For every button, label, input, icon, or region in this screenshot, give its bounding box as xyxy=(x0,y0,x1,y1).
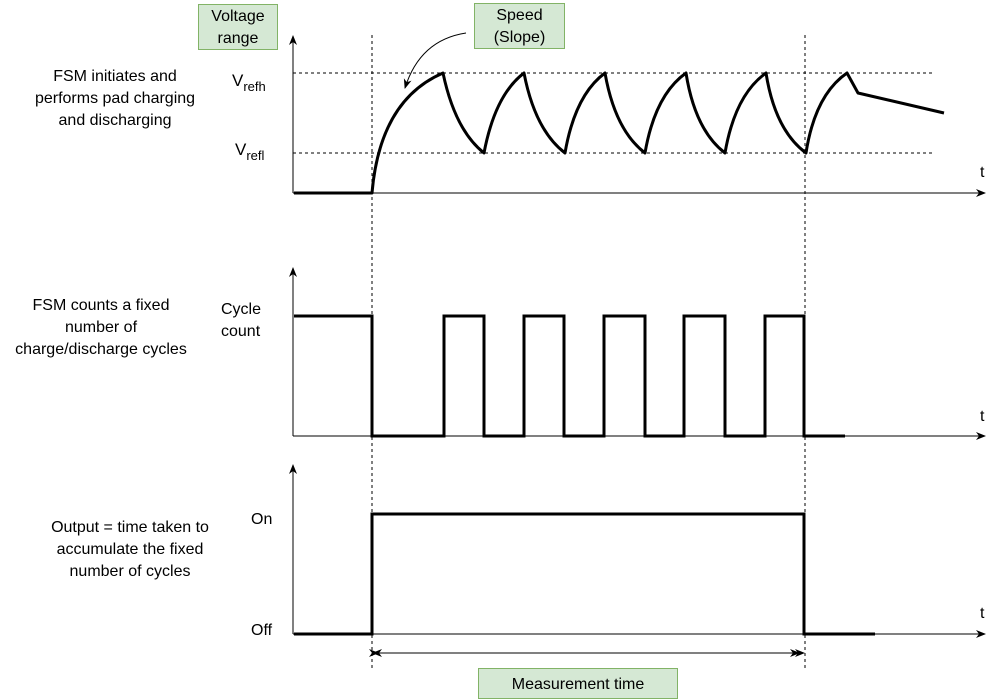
off-label: Off xyxy=(251,622,273,639)
voltage-range-line1: Voltage xyxy=(211,8,265,25)
speed-line2: (Slope) xyxy=(493,29,546,46)
voltage-waveform xyxy=(294,71,945,195)
cycle-count-line1: Cycle xyxy=(221,301,262,318)
vrefl-label: Vrefl xyxy=(235,139,264,167)
desc-line: accumulate the fixed xyxy=(56,541,204,558)
desc-line: number of xyxy=(64,319,138,336)
panel1-description: FSM initiates and performs pad charging … xyxy=(10,66,220,132)
cycle-count-line2: count xyxy=(221,323,261,340)
desc-line: Output = time taken to xyxy=(51,519,209,536)
panel3-description: Output = time taken to accumulate the fi… xyxy=(35,517,225,583)
desc-line: FSM counts a fixed xyxy=(32,297,170,314)
desc-line: performs pad charging xyxy=(34,90,196,107)
vrefh-sub: refh xyxy=(243,79,266,94)
cycle-count-waveform xyxy=(294,314,845,438)
vrefh-label: Vrefh xyxy=(232,70,266,98)
desc-line: charge/discharge cycles xyxy=(15,341,187,358)
panel3-t-label: t xyxy=(980,605,985,622)
panel2-description: FSM counts a fixed number of charge/disc… xyxy=(0,295,202,361)
vrefl-sub: refl xyxy=(246,148,265,163)
speed-pointer-arrow xyxy=(403,32,467,89)
speed-line1: Speed xyxy=(496,7,543,24)
desc-line: number of cycles xyxy=(69,563,191,580)
panel1-t-label: t xyxy=(980,164,985,181)
on-label: On xyxy=(251,511,273,528)
desc-line: FSM initiates and xyxy=(53,68,177,85)
measurement-time-label: Measurement time xyxy=(478,668,678,699)
cycle-count-label: Cycle count xyxy=(221,299,261,343)
vrefh-main: V xyxy=(232,71,244,90)
panel2-t-label: t xyxy=(980,408,985,425)
vrefl-main: V xyxy=(235,140,247,159)
voltage-range-label: Voltage range xyxy=(198,4,278,50)
output-waveform xyxy=(294,512,875,636)
speed-label: Speed (Slope) xyxy=(474,3,565,49)
desc-line: and discharging xyxy=(58,112,172,129)
voltage-range-line2: range xyxy=(217,30,259,47)
